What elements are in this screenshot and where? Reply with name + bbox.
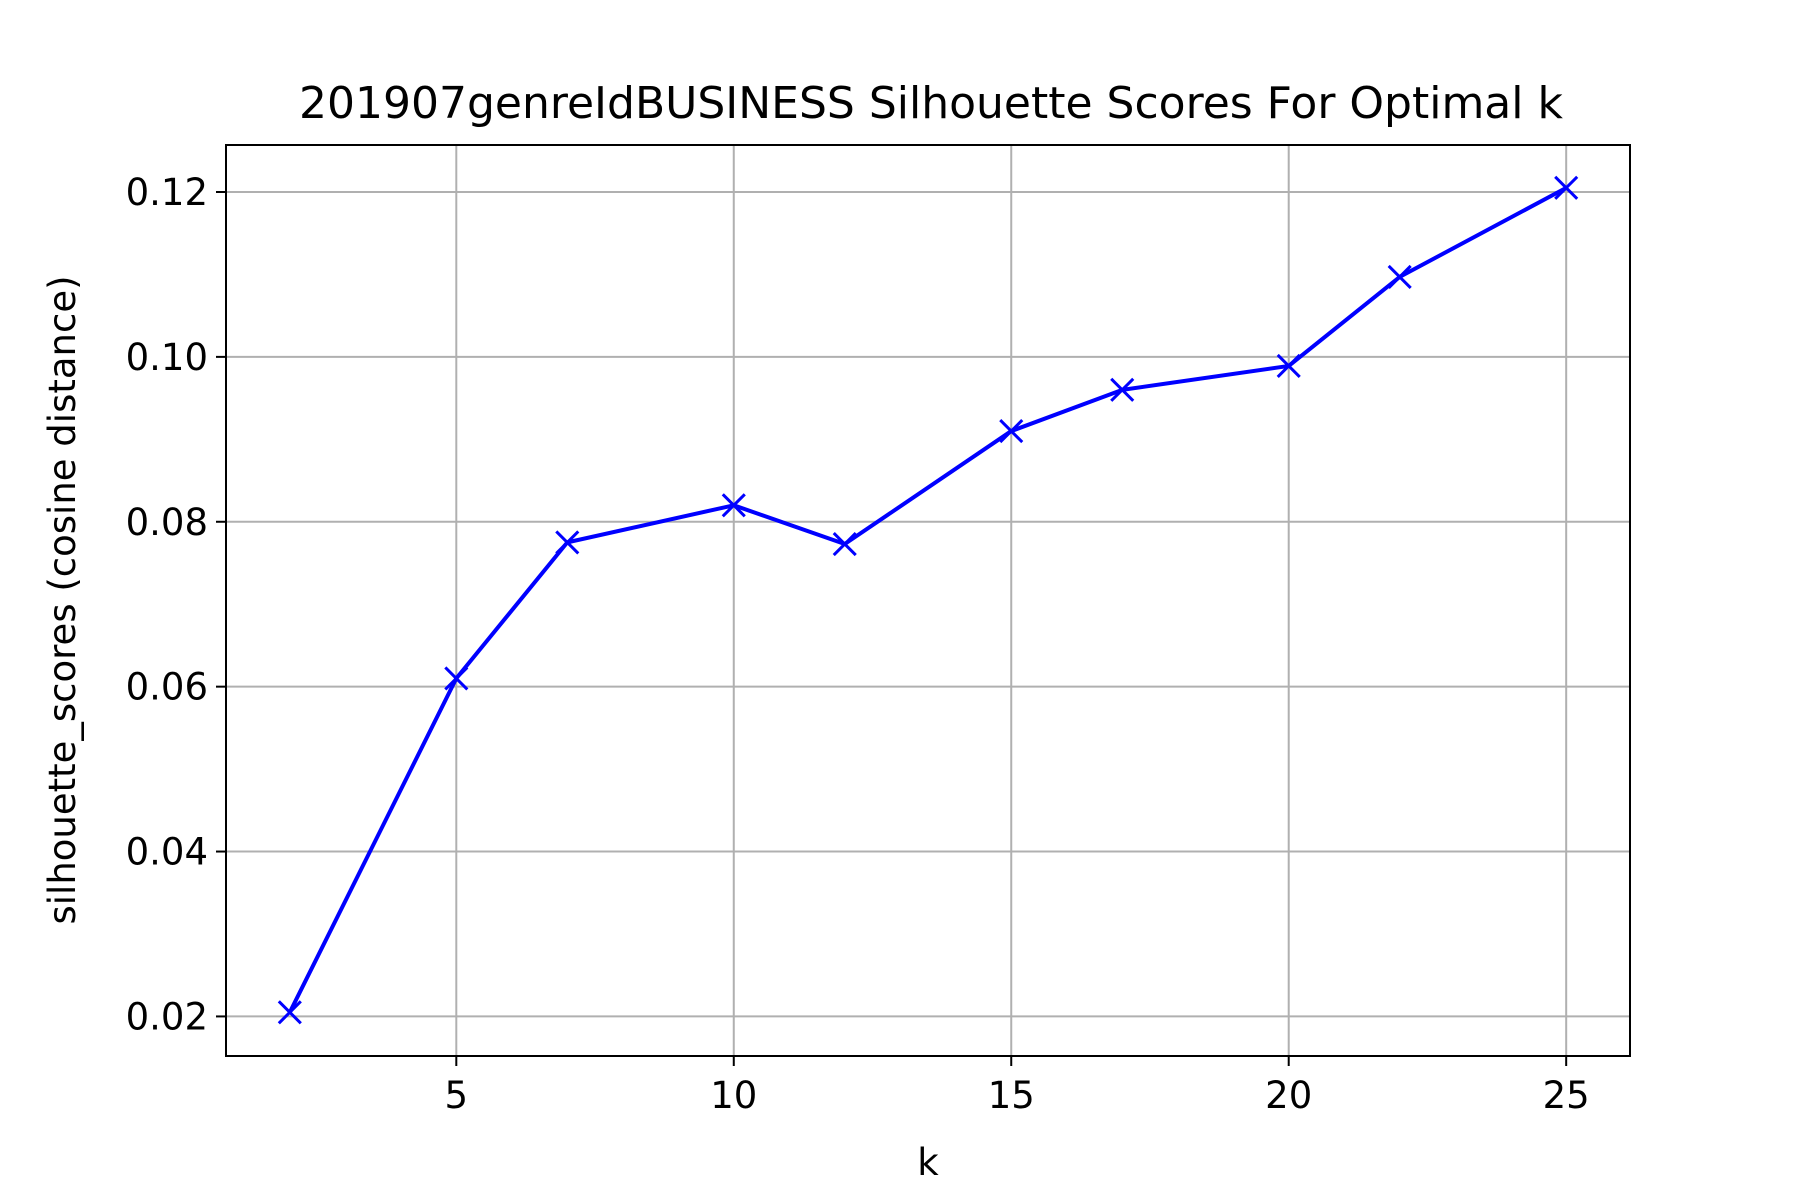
data-point-marker (999, 419, 1024, 444)
x-tick-label: 15 (988, 1074, 1035, 1117)
data-point-marker (1110, 377, 1135, 402)
series-line (288, 186, 1568, 1014)
grid (226, 145, 1630, 1056)
x-tick-label: 25 (1543, 1074, 1590, 1117)
chart-title: 201907genreIdBUSINESS Silhouette Scores … (299, 78, 1563, 129)
ticks: 5 10 15 20 25 0.02 0.04 0.06 0.08 0.10 0.12 (126, 171, 1590, 1117)
data-point-marker (1276, 353, 1301, 379)
plot-area-frame (225, 144, 1631, 1057)
x-tick-label: 20 (1265, 1074, 1312, 1117)
y-axis-label: silhouette_scores (cosine distance) (41, 275, 84, 924)
data-point-marker (555, 530, 580, 555)
data-point-marker (444, 666, 469, 691)
y-tick-label: 0.10 (126, 336, 208, 379)
x-tick-label: 10 (710, 1074, 757, 1117)
data-point-marker (277, 1000, 302, 1025)
y-tick-label: 0.12 (126, 171, 208, 214)
series-layer (277, 175, 1579, 1025)
x-axis-label: k (917, 1141, 939, 1184)
data-point-marker (1387, 264, 1412, 289)
y-tick-label: 0.08 (126, 501, 208, 544)
y-tick-label: 0.02 (126, 995, 208, 1038)
data-point-marker (1554, 175, 1579, 200)
x-tick-label: 5 (445, 1074, 469, 1117)
data-point-marker (721, 493, 746, 518)
y-tick-label: 0.04 (126, 831, 208, 874)
y-tick-label: 0.06 (126, 666, 208, 709)
data-point-marker (832, 531, 857, 557)
